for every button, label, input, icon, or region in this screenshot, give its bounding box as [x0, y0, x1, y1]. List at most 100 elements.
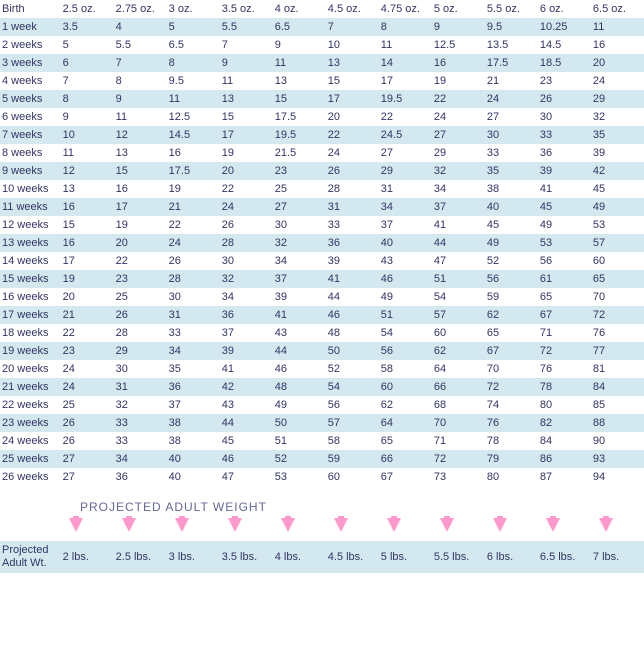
- data-cell: 39: [591, 144, 644, 162]
- table-row: 2 weeks55.56.579101112.513.514.516: [0, 36, 644, 54]
- data-cell: 24: [61, 378, 114, 396]
- data-cell: 10: [61, 126, 114, 144]
- data-cell: 45: [220, 432, 273, 450]
- data-cell: 56: [538, 252, 591, 270]
- data-cell: 34: [273, 252, 326, 270]
- row-label: 1 week: [0, 18, 61, 36]
- row-label: 17 weeks: [0, 306, 61, 324]
- data-cell: 77: [591, 342, 644, 360]
- data-cell: 20: [114, 234, 167, 252]
- table-row: 24 weeks2633384551586571788490: [0, 432, 644, 450]
- data-cell: 87: [538, 468, 591, 486]
- data-cell: 27: [485, 108, 538, 126]
- data-cell: 14.5: [167, 126, 220, 144]
- data-cell: 78: [485, 432, 538, 450]
- data-cell: 3.5: [61, 18, 114, 36]
- table-row: 9 weeks121517.52023262932353942: [0, 162, 644, 180]
- data-cell: 93: [591, 450, 644, 468]
- data-cell: 72: [591, 306, 644, 324]
- data-cell: 59: [326, 450, 379, 468]
- row-label: 25 weeks: [0, 450, 61, 468]
- data-cell: 17.5: [273, 108, 326, 126]
- data-cell: 72: [432, 450, 485, 468]
- data-cell: 42: [591, 162, 644, 180]
- data-cell: 62: [432, 342, 485, 360]
- data-cell: 54: [326, 378, 379, 396]
- data-cell: 32: [220, 270, 273, 288]
- data-cell: 8: [379, 18, 432, 36]
- data-cell: 30: [114, 360, 167, 378]
- header-row: Birth 2.5 oz. 2.75 oz. 3 oz. 3.5 oz. 4 o…: [0, 0, 644, 18]
- data-cell: 44: [326, 288, 379, 306]
- table-row: 19 weeks2329343944505662677277: [0, 342, 644, 360]
- table-row: 21 weeks2431364248546066727884: [0, 378, 644, 396]
- data-cell: 41: [538, 180, 591, 198]
- data-cell: 9: [432, 18, 485, 36]
- data-cell: 5.5: [114, 36, 167, 54]
- table-row: 18 weeks2228333743485460657176: [0, 324, 644, 342]
- projected-title: PROJECTED ADULT WEIGHT: [0, 486, 644, 516]
- row-label: 21 weeks: [0, 378, 61, 396]
- data-cell: 46: [220, 450, 273, 468]
- data-cell: 31: [379, 180, 432, 198]
- data-cell: 44: [273, 342, 326, 360]
- data-cell: 47: [220, 468, 273, 486]
- data-cell: 37: [432, 198, 485, 216]
- row-label: 13 weeks: [0, 234, 61, 252]
- data-cell: 17: [220, 126, 273, 144]
- header-cell: 5 oz.: [432, 0, 485, 18]
- data-cell: 16: [167, 144, 220, 162]
- data-cell: 67: [485, 342, 538, 360]
- data-cell: 33: [538, 126, 591, 144]
- projected-cell: 3.5 lbs.: [220, 541, 273, 573]
- data-cell: 59: [485, 288, 538, 306]
- data-cell: 22: [432, 90, 485, 108]
- data-cell: 60: [379, 378, 432, 396]
- data-cell: 34: [379, 198, 432, 216]
- data-cell: 30: [220, 252, 273, 270]
- data-cell: 26: [220, 216, 273, 234]
- data-cell: 19: [61, 270, 114, 288]
- data-cell: 17: [114, 198, 167, 216]
- data-cell: 38: [167, 414, 220, 432]
- data-cell: 38: [167, 432, 220, 450]
- data-cell: 13: [61, 180, 114, 198]
- data-cell: 5: [61, 36, 114, 54]
- row-label: 12 weeks: [0, 216, 61, 234]
- data-cell: 49: [538, 216, 591, 234]
- data-cell: 53: [591, 216, 644, 234]
- data-cell: 34: [220, 288, 273, 306]
- data-cell: 76: [538, 360, 591, 378]
- data-cell: 21: [61, 306, 114, 324]
- data-cell: 71: [432, 432, 485, 450]
- data-cell: 26: [61, 432, 114, 450]
- down-arrow-icon: [387, 518, 401, 532]
- data-cell: 33: [167, 324, 220, 342]
- data-cell: 39: [538, 162, 591, 180]
- row-label: 24 weeks: [0, 432, 61, 450]
- data-cell: 6.5: [273, 18, 326, 36]
- down-arrow-icon: [334, 518, 348, 532]
- header-cell: 2.75 oz.: [114, 0, 167, 18]
- data-cell: 43: [273, 324, 326, 342]
- data-cell: 90: [591, 432, 644, 450]
- projected-row: ProjectedAdult Wt. 2 lbs. 2.5 lbs. 3 lbs…: [0, 541, 644, 573]
- data-cell: 12: [114, 126, 167, 144]
- table-row: 4 weeks789.51113151719212324: [0, 72, 644, 90]
- data-cell: 38: [485, 180, 538, 198]
- data-cell: 13: [326, 54, 379, 72]
- data-cell: 11: [61, 144, 114, 162]
- data-cell: 49: [273, 396, 326, 414]
- header-cell: 4 oz.: [273, 0, 326, 18]
- data-cell: 27: [273, 198, 326, 216]
- data-cell: 11: [379, 36, 432, 54]
- data-cell: 34: [114, 450, 167, 468]
- data-cell: 20: [326, 108, 379, 126]
- data-cell: 45: [538, 198, 591, 216]
- table-row: 20 weeks2430354146525864707681: [0, 360, 644, 378]
- table-row: 13 weeks1620242832364044495357: [0, 234, 644, 252]
- data-cell: 27: [61, 450, 114, 468]
- data-cell: 27: [379, 144, 432, 162]
- data-cell: 44: [432, 234, 485, 252]
- data-cell: 23: [538, 72, 591, 90]
